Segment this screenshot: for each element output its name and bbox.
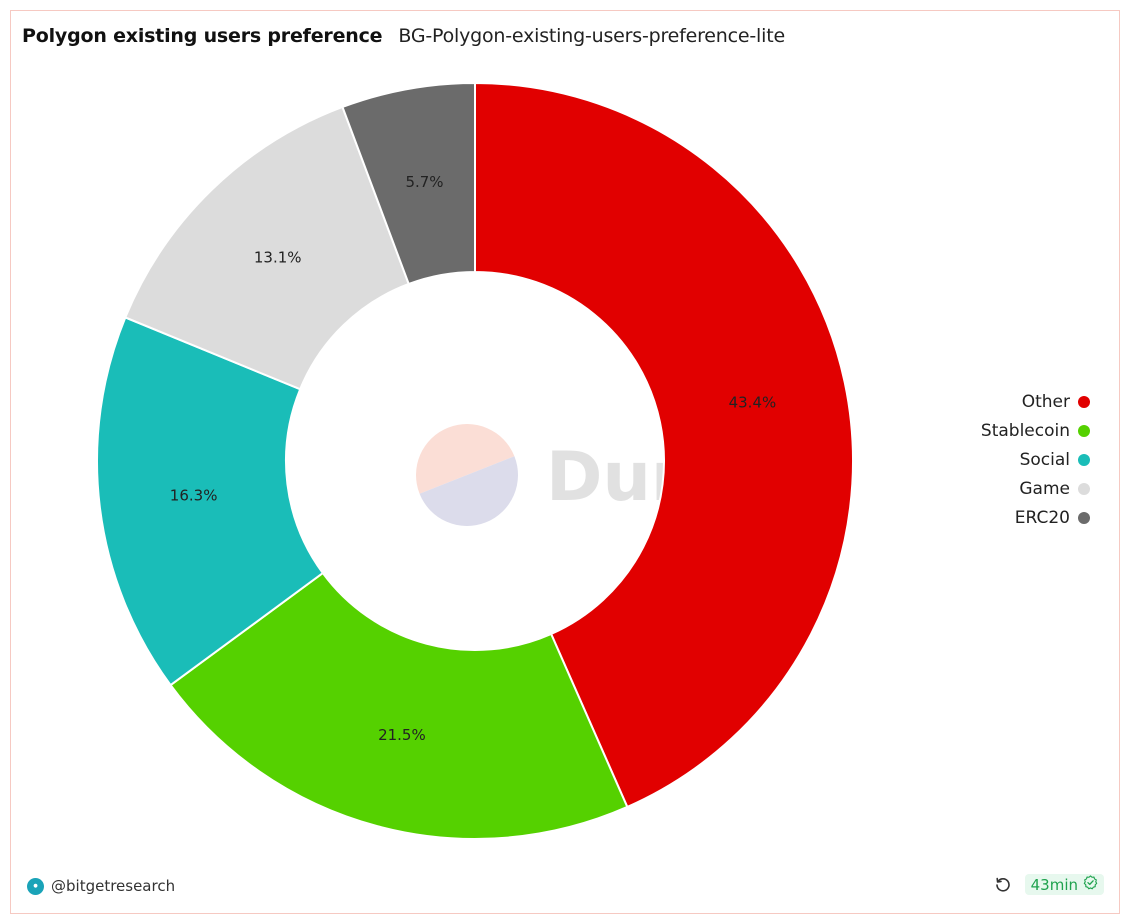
query-name[interactable]: BG-Polygon-existing-users-preference-lit… (398, 25, 785, 47)
slice-label-other: 43.4% (729, 394, 777, 412)
slice-social[interactable] (96, 316, 325, 687)
refresh-icon[interactable] (993, 875, 1013, 895)
watermark-logo-top (416, 424, 515, 494)
legend-swatch (1078, 395, 1090, 408)
donut-slices (96, 81, 854, 840)
slice-game[interactable] (124, 105, 411, 391)
legend-swatch (1078, 453, 1090, 466)
author-handle[interactable]: @bitgetresearch (51, 877, 176, 895)
slice-stablecoin[interactable] (169, 571, 629, 840)
legend-label: Other (1021, 391, 1070, 412)
legend-swatch (1078, 482, 1090, 495)
legend-item-other[interactable]: Other (1022, 391, 1090, 412)
footer-status: 43min (993, 874, 1104, 895)
legend-item-social[interactable]: Social (1020, 449, 1090, 470)
legend-item-game[interactable]: Game (1019, 478, 1090, 499)
freshness-age: 43min (1030, 875, 1078, 894)
bitget-avatar-icon: ● (27, 877, 44, 895)
legend-label: Game (1019, 478, 1070, 499)
legend-swatch (1078, 424, 1090, 437)
slice-label-social: 16.3% (170, 487, 218, 505)
watermark-logo-bottom (419, 456, 518, 526)
verified-check-icon (1083, 875, 1098, 894)
chart-legend: Other Stablecoin Social Game ERC20 (981, 391, 1090, 528)
legend-item-erc20[interactable]: ERC20 (1015, 507, 1090, 528)
slice-label-stablecoin: 21.5% (378, 726, 426, 744)
author-link[interactable]: ● @bitgetresearch (27, 877, 175, 895)
slice-label-game: 13.1% (254, 248, 302, 266)
legend-label: ERC20 (1014, 507, 1070, 528)
slice-label-erc20: 5.7% (405, 173, 443, 191)
legend-label: Stablecoin (980, 420, 1070, 441)
chart-title: Polygon existing users preference (22, 25, 383, 47)
freshness-badge[interactable]: 43min (1024, 874, 1104, 895)
legend-label: Social (1019, 449, 1070, 470)
slice-labels: 43.4% 21.5% 16.3% 13.1% 5.7% (170, 173, 776, 744)
legend-item-stablecoin[interactable]: Stablecoin (981, 420, 1090, 441)
legend-swatch (1078, 511, 1090, 524)
chart-header: Polygon existing users preference BG-Pol… (22, 25, 785, 47)
slice-other[interactable] (474, 81, 854, 809)
slice-erc20[interactable] (341, 81, 476, 286)
